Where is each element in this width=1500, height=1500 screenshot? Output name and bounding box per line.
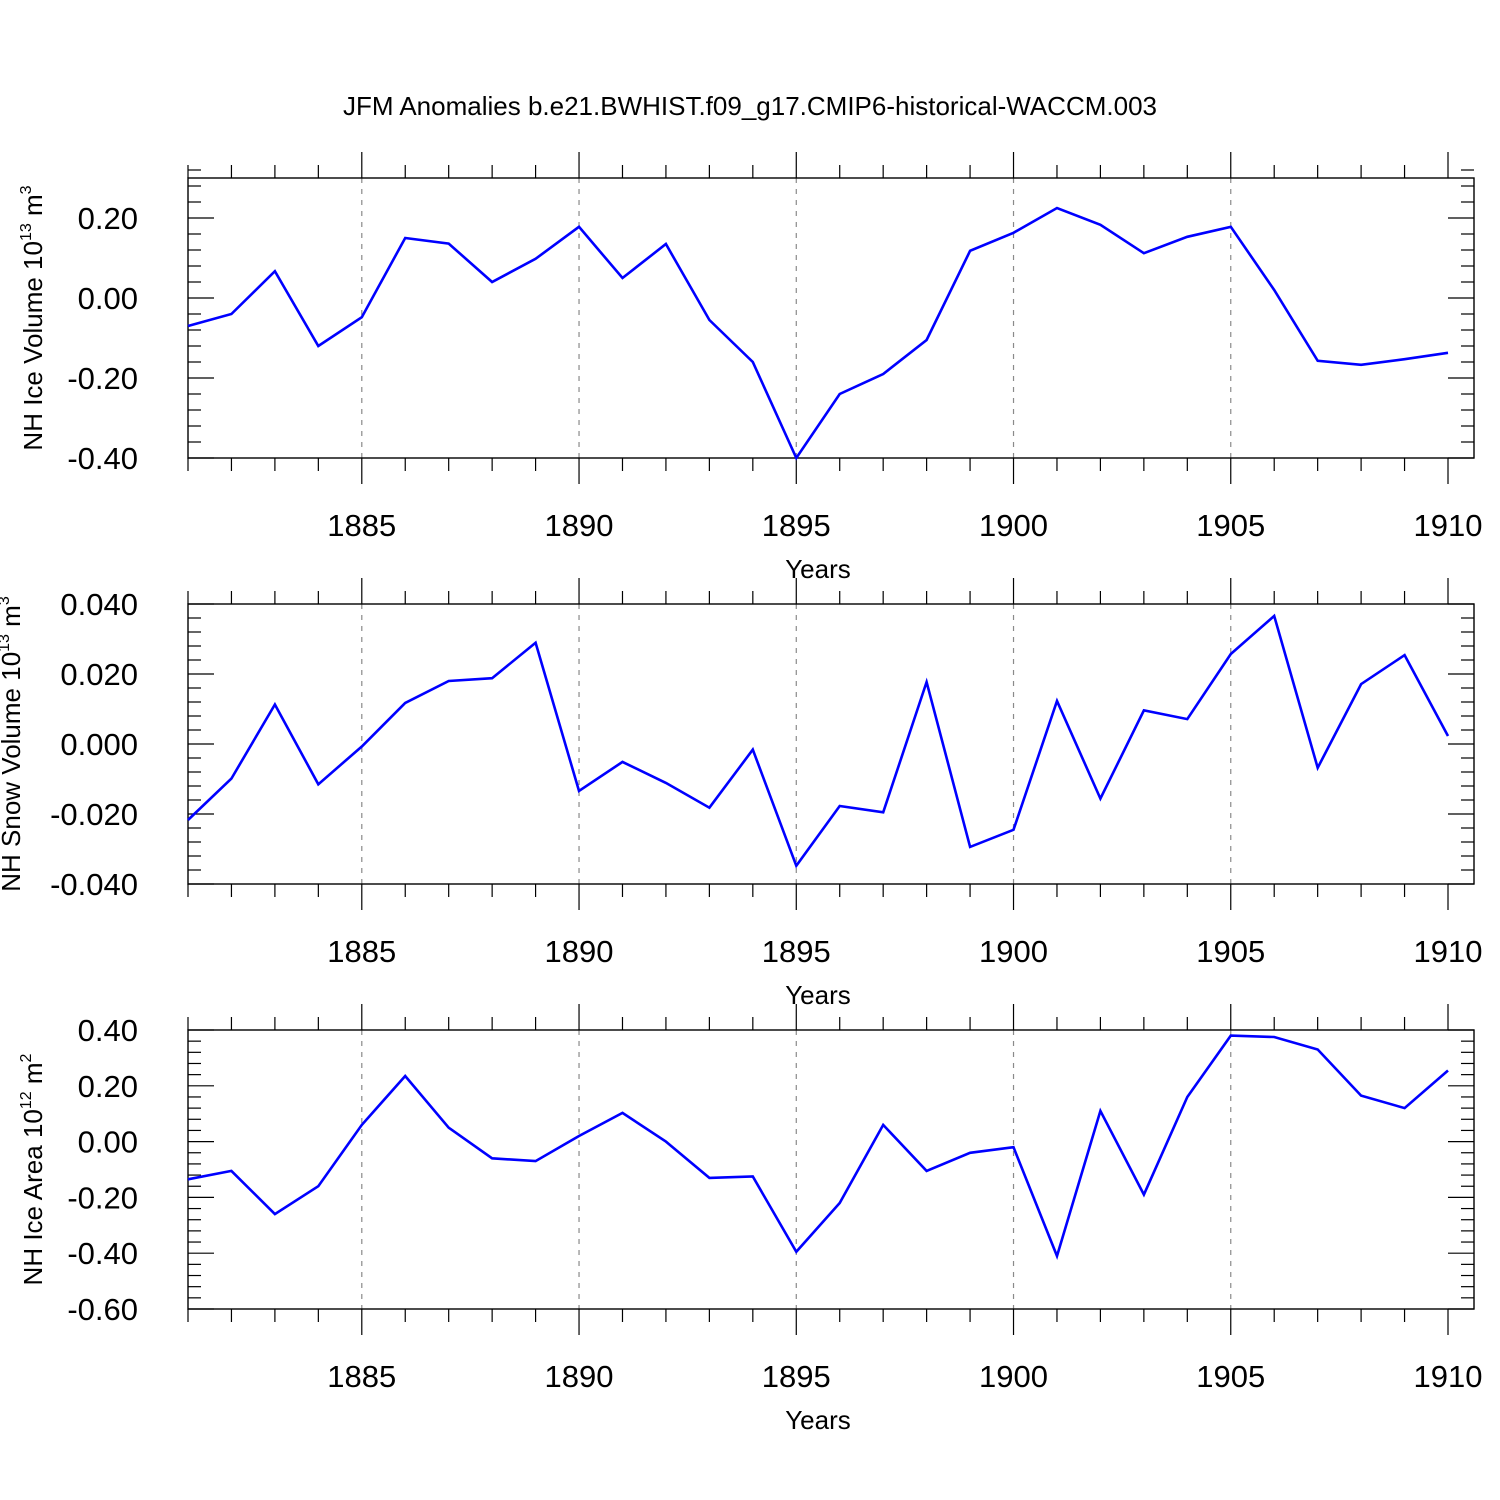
series-line-snow-volume xyxy=(187,613,1450,869)
x-axis-label: Years xyxy=(785,554,851,584)
y-tick-label: 0.000 xyxy=(60,727,138,762)
y-axis-label: NH Ice Area 1012 m2 xyxy=(18,1053,48,1285)
y-tick-label: 0.00 xyxy=(78,1125,138,1160)
y-axis-label: NH Ice Volume 1013 m3 xyxy=(18,185,48,450)
figure-title: JFM Anomalies b.e21.BWHIST.f09_g17.CMIP6… xyxy=(343,91,1157,121)
x-tick-label: 1895 xyxy=(762,1359,831,1394)
x-tick-label: 1910 xyxy=(1414,508,1483,543)
y-tick-label: 0.20 xyxy=(78,1069,138,1104)
x-tick-label: 1900 xyxy=(979,934,1048,969)
x-tick-label: 1895 xyxy=(762,934,831,969)
x-tick-label: 1885 xyxy=(327,1359,396,1394)
y-tick-label: 0.20 xyxy=(78,201,138,236)
y-tick-label: -0.40 xyxy=(67,1236,138,1271)
y-tick-label: 0.020 xyxy=(60,657,138,692)
x-tick-label: 1890 xyxy=(545,508,614,543)
x-tick-label: 1895 xyxy=(762,508,831,543)
x-tick-label: 1910 xyxy=(1414,1359,1483,1394)
y-tick-label: 0.040 xyxy=(60,587,138,622)
x-tick-label: 1910 xyxy=(1414,934,1483,969)
x-tick-label: 1890 xyxy=(545,1359,614,1394)
chart-panel-ice-volume: 0.20 0.00 -0.20 -0.40 1885 1890 1895 1900 1905 19… xyxy=(18,152,1482,584)
x-tick-label: 1905 xyxy=(1196,1359,1265,1394)
y-tick-label: -0.020 xyxy=(50,797,138,832)
y-tick-label: 0.40 xyxy=(78,1013,138,1048)
plot-frame xyxy=(187,1029,1475,1310)
series-line-ice-volume xyxy=(187,206,1449,461)
x-tick-label: 1900 xyxy=(979,1359,1048,1394)
y-tick-label: 0.00 xyxy=(78,281,138,316)
y-tick-label: -0.60 xyxy=(67,1292,138,1327)
x-axis-label: Years xyxy=(785,1405,851,1435)
plot-frame xyxy=(187,603,1475,885)
x-tick-label: 1890 xyxy=(545,934,614,969)
y-tick-label: -0.40 xyxy=(67,441,138,476)
chart-panel-ice-area: 0.40 0.20 0.00 -0.20 -0.40 -0.60 1885 1890 1895 1… xyxy=(18,1004,1482,1435)
x-tick-label: 1885 xyxy=(327,934,396,969)
y-axis-label: NH Snow Volume 1013 m3 xyxy=(0,596,26,892)
x-tick-label: 1900 xyxy=(979,508,1048,543)
x-tick-label: 1905 xyxy=(1196,508,1265,543)
plot-frame xyxy=(187,177,1475,459)
x-tick-label: 1885 xyxy=(327,508,396,543)
x-tick-label: 1905 xyxy=(1196,934,1265,969)
chart-panel-snow-volume: 0.040 0.020 0.000 -0.020 -0.040 1885 1890 1895 1… xyxy=(0,578,1482,1010)
y-tick-label: -0.20 xyxy=(67,1180,138,1215)
y-tick-label: -0.20 xyxy=(67,361,138,396)
y-tick-label: -0.040 xyxy=(50,867,138,902)
x-axis-label: Years xyxy=(785,980,851,1010)
series-line-ice-area xyxy=(187,1034,1449,1260)
